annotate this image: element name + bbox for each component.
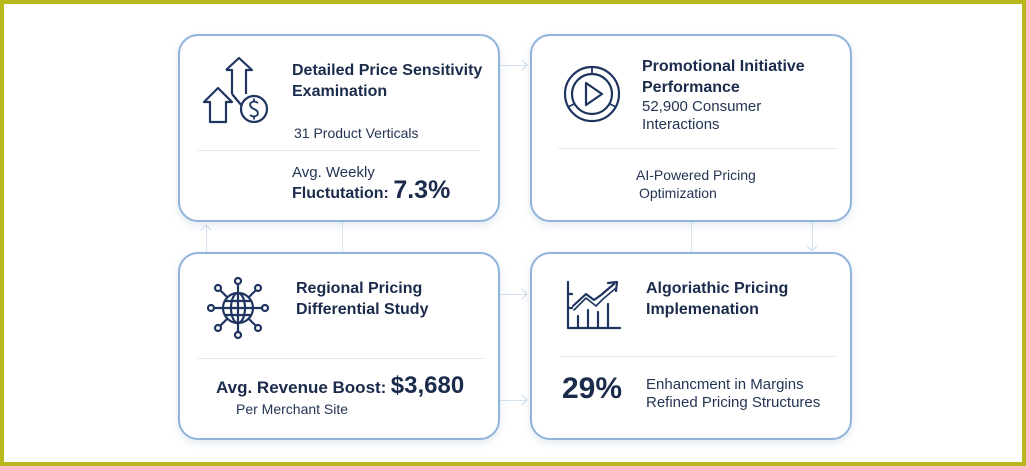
play-circle-icon: [562, 64, 622, 124]
divider: [560, 356, 836, 357]
globe-network-icon: [206, 276, 270, 340]
connector-arrow-up-left: [206, 226, 207, 256]
metric-row: Fluctutation: 7.3%: [292, 176, 450, 205]
metric-caption: Enhancment in Margins Refined Pricing St…: [646, 376, 821, 411]
metric-label: Avg. Revenue Boost:: [216, 378, 387, 397]
connector-arrow-down-right: [812, 220, 813, 250]
card-title: Regional Pricing Differential Study: [296, 280, 429, 318]
metric-value: $3,680: [390, 372, 465, 399]
card-promotional-initiative: Promotional Initiative Performance 52,90…: [530, 34, 852, 222]
metric-value: 29%: [562, 372, 623, 405]
diagram-canvas: Detailed Price Sensitivity Examination 3…: [4, 4, 1022, 462]
divider: [198, 358, 484, 359]
card-subtitle: 52,900 Consumer Interactions: [642, 98, 762, 133]
arrows-up-dollar-icon: [202, 56, 270, 126]
connector-line-left: [342, 220, 343, 254]
card-price-sensitivity: Detailed Price Sensitivity Examination 3…: [178, 34, 500, 222]
connector-line-right: [691, 220, 692, 254]
trend-chart-icon: [566, 280, 622, 332]
divider: [558, 148, 838, 149]
divider: [198, 150, 480, 151]
card-algorithmic-pricing: Algoriathic Pricing Implemenation 29% En…: [530, 252, 852, 440]
card-regional-pricing: Regional Pricing Differential Study Avg.…: [178, 252, 500, 440]
card-subtitle: 31 Product Verticals: [294, 125, 419, 141]
connector-arrow-bottom-2: [498, 400, 526, 401]
card-title: Detailed Price Sensitivity Examination: [292, 62, 483, 100]
metric-row: Avg. Revenue Boost: $3,680: [216, 372, 464, 400]
connector-arrow-top: [498, 65, 526, 66]
metric-caption: Per Merchant Site: [236, 401, 349, 417]
metric-value: 7.3%: [393, 176, 451, 204]
card-title: Algoriathic Pricing Implemenation: [646, 280, 789, 318]
card-title: Promotional Initiative Performance: [642, 58, 805, 96]
card-footer: AI-Powered Pricing Optimization: [636, 167, 756, 201]
metric-label-line1: Avg. Weekly: [292, 164, 375, 181]
connector-arrow-bottom-1: [498, 294, 526, 295]
metric-label-line2: Fluctutation:: [292, 185, 389, 202]
